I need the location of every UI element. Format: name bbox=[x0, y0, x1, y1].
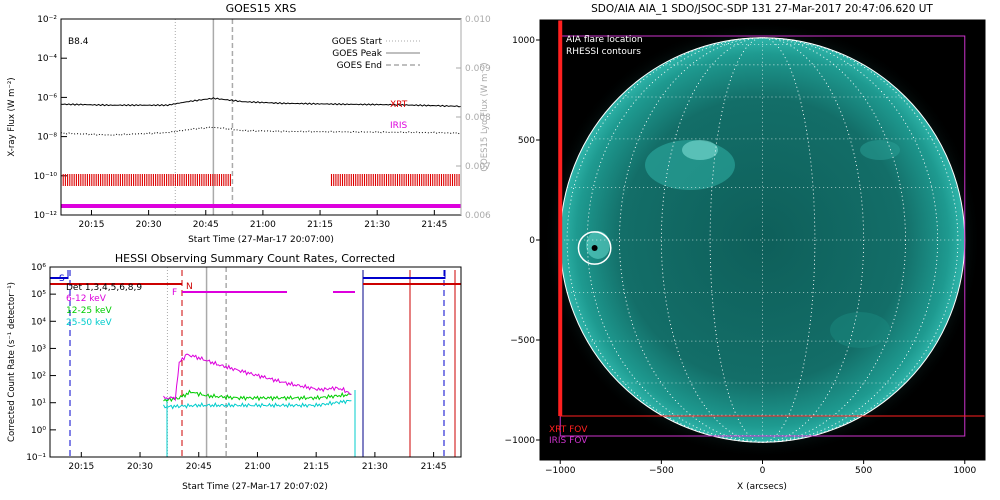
goes-right-tick-label: 0.009 bbox=[465, 64, 491, 74]
legend-det-header: Det 1,3,4,5,6,8,9 bbox=[66, 283, 142, 293]
goes-y-tick-label: 10⁻¹⁰ bbox=[34, 172, 58, 182]
goes-right-tick-label: 0.008 bbox=[465, 113, 491, 123]
flare-kernel bbox=[591, 245, 598, 251]
aia-y-tick-label: −500 bbox=[510, 336, 535, 346]
goes-ylabel: X-ray Flux (W m⁻²) bbox=[7, 77, 17, 156]
flag-s-label: S bbox=[59, 274, 65, 284]
goes-x-tick-label: 20:15 bbox=[79, 220, 105, 230]
aia-legend-xrt: XRT FOV bbox=[549, 425, 588, 435]
legend-6-12-kev: 6-12 keV bbox=[66, 294, 107, 304]
hessi-y-tick-label: 10⁴ bbox=[31, 317, 46, 327]
hessi-plot-frame bbox=[49, 266, 462, 458]
saa-bar-right bbox=[363, 277, 445, 279]
hessi-title: HESSI Observing Summary Count Rates, Cor… bbox=[115, 252, 395, 265]
goes-panel: GOES15 XRS Start Time (27-Mar-17 20:07:0… bbox=[7, 2, 491, 245]
goes-legend: GOES Start GOES Peak GOES End bbox=[332, 37, 420, 71]
hessi-y-tick-label: 10² bbox=[31, 372, 46, 382]
aia-xlabel: X (arcsecs) bbox=[737, 482, 787, 492]
grid-longitude-line bbox=[619, 37, 906, 443]
aia-x-tick-label: −1000 bbox=[545, 466, 576, 476]
aia-y-tick-label: 0 bbox=[529, 236, 535, 246]
aia-legend-rhessi: RHESSI contours bbox=[566, 47, 641, 57]
goes-x-tick-label: 20:45 bbox=[193, 220, 219, 230]
goes-x-tick-label: 20:30 bbox=[136, 220, 162, 230]
hessi-x-tick-label: 21:00 bbox=[244, 462, 270, 472]
hessi-12-25-kev-line bbox=[163, 389, 352, 403]
goes-y-tick-label: 10⁻⁶ bbox=[37, 93, 57, 103]
hessi-6-12-kev-line bbox=[163, 353, 352, 402]
goes-plot-frame bbox=[60, 18, 462, 216]
aia-panel: SDO/AIA AIA_1 SDO/JSOC-SDP 131 27-Mar-20… bbox=[505, 3, 986, 492]
hessi-legend: Det 1,3,4,5,6,8,9 6-12 keV 12-25 keV 25-… bbox=[66, 283, 142, 328]
iris-coverage-bar bbox=[61, 204, 461, 208]
hessi-y-tick-label: 10⁻¹ bbox=[26, 453, 46, 463]
aia-x-tick-label: 1000 bbox=[953, 466, 976, 476]
legend-25-50-kev: 25-50 keV bbox=[66, 318, 112, 328]
xrt-label: XRT bbox=[390, 100, 408, 110]
aia-legend-iris: IRIS FOV bbox=[549, 436, 588, 446]
goes-right-tick-label: 0.010 bbox=[465, 15, 491, 25]
aia-legend-flare: AIA flare location bbox=[566, 35, 643, 45]
goes-xlabel: Start Time (27-Mar-17 20:07:00) bbox=[188, 235, 334, 245]
hessi-x-tick-label: 21:45 bbox=[421, 462, 447, 472]
hessi-panel: HESSI Observing Summary Count Rates, Cor… bbox=[7, 252, 462, 492]
hessi-25-50-kev-line bbox=[163, 399, 352, 410]
aia-y-tick-label: 500 bbox=[518, 136, 535, 146]
hessi-y-tick-label: 10⁰ bbox=[31, 426, 46, 436]
goes-flux-short-line bbox=[61, 126, 461, 136]
hessi-y-tick-label: 10⁵ bbox=[31, 290, 46, 300]
hessi-xlabel: Start Time (27-Mar-17 20:07:02) bbox=[182, 482, 328, 492]
hessi-y-tick-label: 10³ bbox=[31, 344, 46, 354]
flare-flag-bar-2 bbox=[333, 291, 355, 293]
goes-title: GOES15 XRS bbox=[226, 2, 297, 15]
aia-plot-frame bbox=[539, 19, 986, 461]
goes-y-tick-label: 10⁻² bbox=[37, 15, 57, 25]
iris-label: IRIS bbox=[390, 121, 408, 131]
aia-x-tick-label: 0 bbox=[760, 466, 766, 476]
flare-location-marker bbox=[577, 231, 612, 265]
hessi-x-tick-label: 21:30 bbox=[362, 462, 388, 472]
saa-bar-left bbox=[50, 277, 68, 279]
goes-x-tick-label: 21:00 bbox=[250, 220, 276, 230]
goes-right-tick-label: 0.007 bbox=[465, 162, 491, 172]
aia-title: SDO/AIA AIA_1 SDO/JSOC-SDP 131 27-Mar-20… bbox=[591, 3, 933, 15]
goes-right-tick-label: 0.006 bbox=[465, 211, 491, 221]
flag-f-label: F bbox=[172, 288, 177, 298]
aia-x-tick-label: −500 bbox=[649, 466, 674, 476]
xrt-coverage-ticks bbox=[61, 174, 460, 186]
legend-goes-end-label: GOES End bbox=[337, 61, 382, 71]
goes-class-label: B8.4 bbox=[68, 37, 89, 47]
hessi-y-tick-label: 10⁶ bbox=[31, 263, 46, 273]
hessi-x-tick-label: 20:15 bbox=[68, 462, 94, 472]
goes-x-tick-label: 21:30 bbox=[364, 220, 390, 230]
goes-y-tick-label: 10⁻⁴ bbox=[37, 54, 57, 64]
flare-flag-bar-1 bbox=[182, 291, 287, 293]
legend-12-25-kev: 12-25 keV bbox=[66, 306, 112, 316]
goes-y-tick-label: 10⁻⁸ bbox=[37, 133, 57, 143]
night-bar-right bbox=[363, 283, 461, 285]
hessi-ylabel: Corrected Count Rate (s⁻¹ detector⁻¹) bbox=[7, 282, 17, 442]
legend-goes-peak-label: GOES Peak bbox=[332, 49, 382, 59]
aia-x-tick-label: 500 bbox=[855, 466, 872, 476]
aia-y-tick-label: −1000 bbox=[505, 436, 536, 446]
hessi-x-tick-label: 21:15 bbox=[303, 462, 329, 472]
aia-y-tick-label: 1000 bbox=[512, 36, 535, 46]
hessi-x-tick-label: 20:30 bbox=[127, 462, 153, 472]
goes-y-tick-label: 10⁻¹² bbox=[34, 211, 58, 221]
hessi-y-tick-label: 10¹ bbox=[31, 399, 46, 409]
goes-x-tick-label: 21:15 bbox=[307, 220, 333, 230]
hessi-x-tick-label: 20:45 bbox=[186, 462, 212, 472]
flag-n-label: N bbox=[186, 282, 193, 292]
goes-x-tick-label: 21:45 bbox=[421, 220, 447, 230]
night-bar-left bbox=[50, 283, 182, 285]
goes-flux-long-line bbox=[61, 97, 461, 108]
goes-ylabel-right: GOES15 Lyα Flux (W m⁻²) bbox=[480, 62, 490, 171]
legend-goes-start-label: GOES Start bbox=[332, 37, 383, 47]
active-region-glow bbox=[586, 140, 900, 348]
